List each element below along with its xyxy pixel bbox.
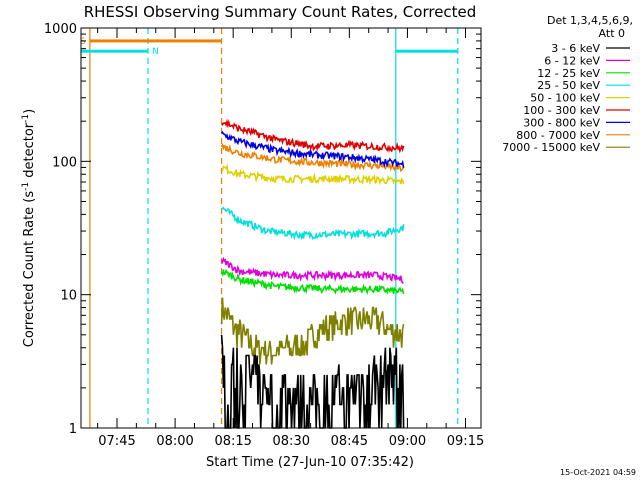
legend-label-6: 100 - 300 keV	[523, 104, 600, 117]
legend-label-1: 3 - 6 keV	[551, 42, 600, 55]
plot-frame	[80, 27, 482, 429]
legend-label-4: 25 - 50 keV	[537, 79, 600, 92]
x-tick-label-0815: 08:15	[214, 434, 251, 449]
footer-timestamp: 15-Oct-2021 04:59	[560, 468, 636, 477]
y-tick-label-1000: 1000	[44, 22, 77, 37]
x-tick-label-0800: 08:00	[156, 434, 193, 449]
legend-label-8: 800 - 7000 keV	[516, 129, 600, 142]
flag-bar-3	[395, 49, 458, 53]
series-line-4	[221, 206, 405, 241]
x-tick-label-0830: 08:30	[273, 434, 310, 449]
y-tick-label-1: 1	[69, 422, 77, 437]
x-tick-label-0900: 09:00	[389, 434, 426, 449]
series-line-5	[221, 163, 405, 186]
legend-label-3: 12 - 25 keV	[537, 67, 600, 80]
y-tick-label-10: 10	[60, 289, 77, 304]
legend-label-5: 50 - 100 keV	[530, 92, 600, 105]
x-tick-label-0845: 08:45	[331, 434, 368, 449]
flag-bar-2	[81, 49, 148, 53]
legend-header-1: Det 1,3,4,5,6,9,	[547, 14, 633, 27]
series-line-3	[220, 268, 405, 296]
legend-label-7: 300 - 800 keV	[523, 116, 600, 129]
series-line-7	[220, 130, 405, 168]
series-line-8	[220, 142, 405, 173]
series-line-2	[220, 256, 404, 284]
series-layer	[220, 118, 405, 429]
legend-header-2: Att 0	[599, 27, 625, 40]
series-line-9	[220, 297, 405, 365]
x-axis-label: Start Time (27-Jun-10 07:35:42)	[206, 455, 414, 470]
x-tick-label-0915: 09:15	[447, 434, 484, 449]
legend-label-9: 7000 - 15000 keV	[502, 141, 600, 154]
chart-title: RHESSI Observing Summary Count Rates, Co…	[84, 3, 477, 21]
series-line-6	[221, 118, 405, 154]
flags-layer: SN	[80, 37, 458, 57]
flag-label-2: N	[152, 47, 159, 57]
flag-label-1: S	[80, 37, 86, 47]
x-axis: 07:45 08:00 08:15 08:30 08:45 09:00 09:15	[97, 28, 484, 449]
x-tick-label-0745: 07:45	[98, 434, 135, 449]
legend-label-2: 6 - 12 keV	[544, 54, 600, 67]
y-tick-label-100: 100	[52, 155, 77, 170]
y-axis: 1 10 100 1000	[44, 22, 481, 437]
flag-bar-1	[89, 39, 222, 43]
y-axis-label: Corrected Count Rate (s-1 detector-1)	[21, 109, 37, 347]
series-line-1	[220, 334, 405, 429]
